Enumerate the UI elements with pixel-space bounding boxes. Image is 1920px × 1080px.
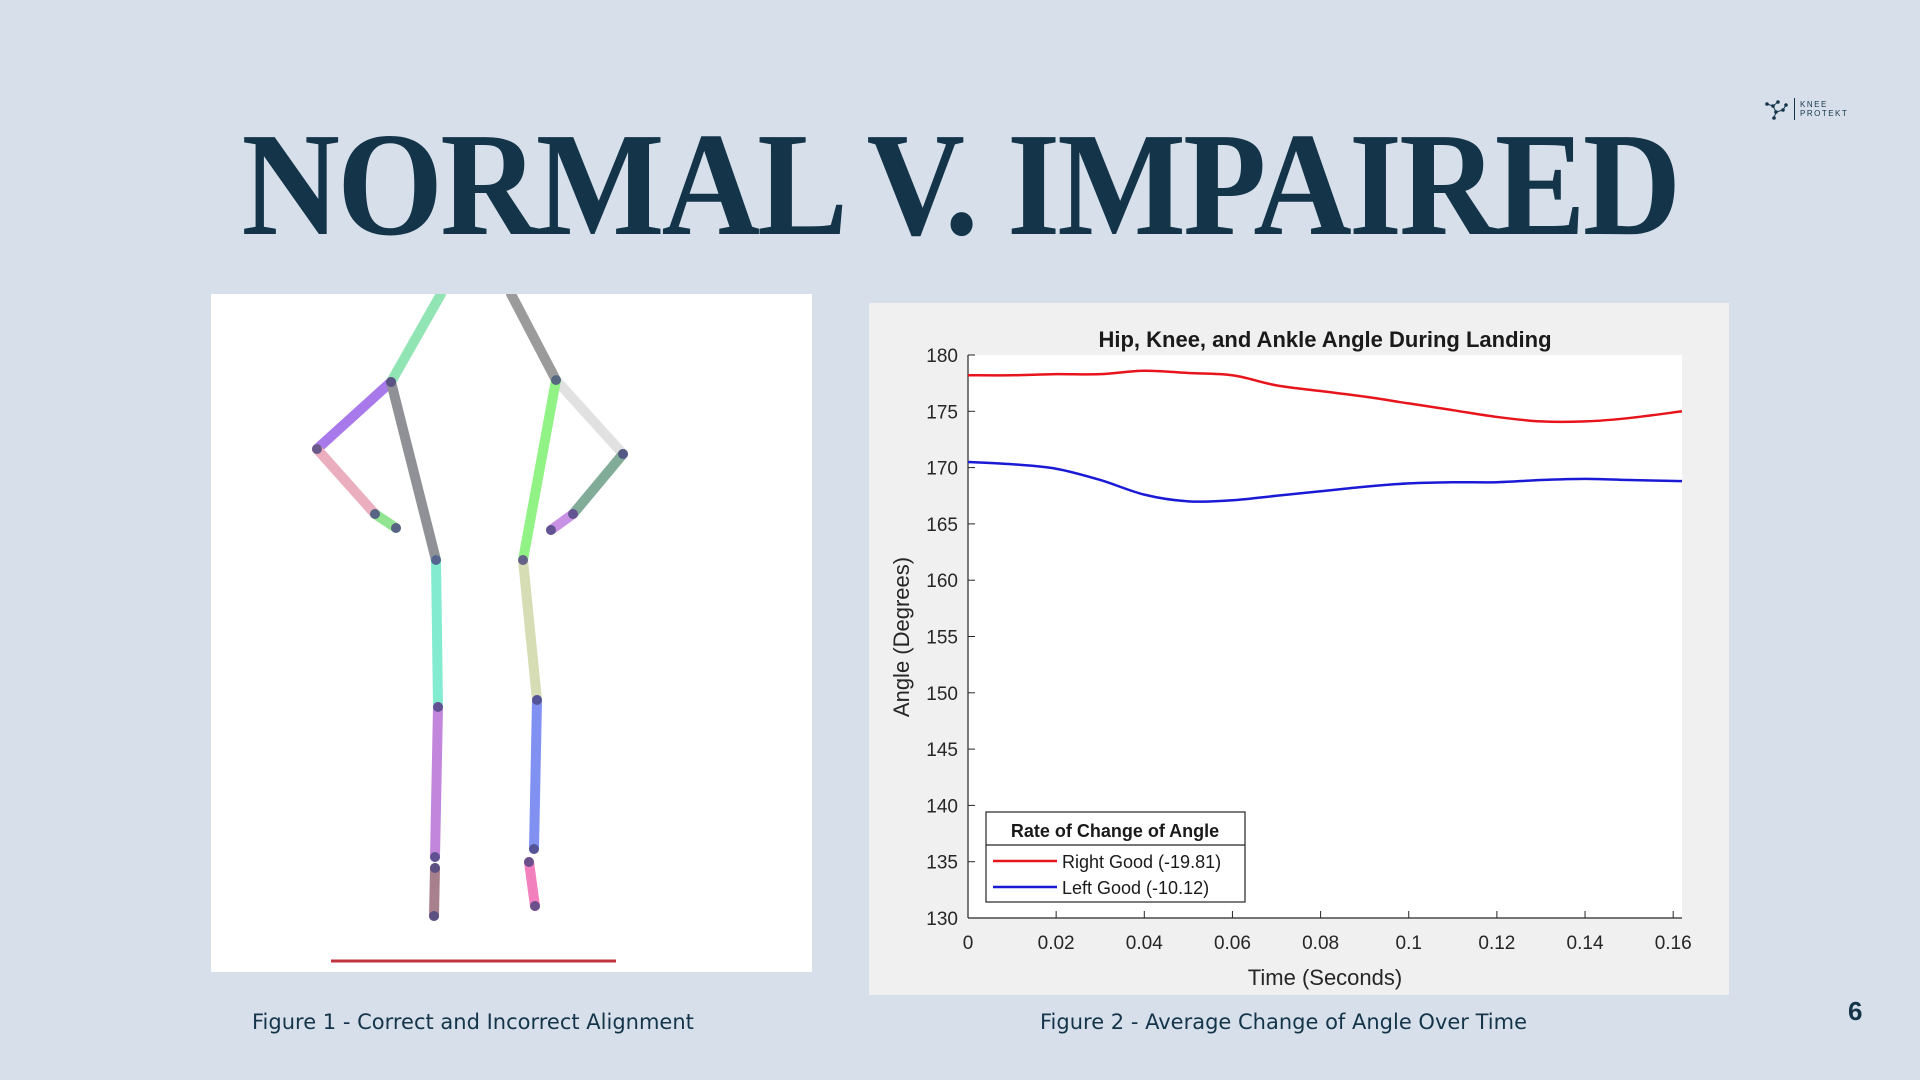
y-tick-label: 160: [926, 571, 958, 592]
left-upper-arm: [312, 377, 396, 454]
series-line-right-good: [967, 369, 1683, 424]
y-tick-label: 170: [926, 459, 958, 480]
right-foot: [524, 857, 540, 911]
legend-title: Rate of Change of Angle: [1011, 821, 1219, 841]
logo-divider: [1794, 98, 1795, 120]
right-upper-arm: [551, 375, 628, 459]
y-tick-label: 135: [926, 853, 958, 874]
x-tick-label: 0.06: [1214, 933, 1251, 954]
x-tick-label: 0.02: [1038, 933, 1075, 954]
left-thigh: [431, 555, 443, 712]
angle-chart: Hip, Knee, and Ankle Angle During Landin…: [889, 327, 1692, 990]
y-tick-label: 155: [926, 628, 958, 649]
left-upper-torso: [386, 289, 446, 387]
right-shin: [529, 695, 542, 854]
left-foot: [429, 863, 440, 921]
brand-logo: KNEE PROTEKT: [1764, 96, 1864, 122]
constellation-logo-icon: [1765, 100, 1788, 120]
x-tick-label: 0.1: [1396, 933, 1422, 954]
right-thigh: [518, 555, 542, 705]
x-tick-label: 0.12: [1478, 933, 1515, 954]
slide-title: NORMAL V. IMPAIRED: [241, 103, 1682, 267]
chart-title: Hip, Knee, and Ankle Angle During Landin…: [1098, 327, 1551, 352]
right-flank: [518, 375, 561, 565]
left-shin: [430, 702, 443, 862]
series-line-left-good: [967, 460, 1683, 503]
y-tick-label: 175: [926, 402, 958, 423]
figure2-caption: Figure 2 - Average Change of Angle Over …: [1040, 1010, 1527, 1034]
y-tick-label: 140: [926, 796, 958, 817]
x-axis-label: Time (Seconds): [1248, 965, 1402, 990]
logo-word-1: KNEE: [1800, 100, 1828, 109]
legend-label-right: Right Good (-19.81): [1062, 852, 1221, 872]
x-tick-label: 0.04: [1126, 933, 1163, 954]
right-forearm: [568, 449, 628, 519]
y-tick-label: 150: [926, 684, 958, 705]
skeleton-figure: [211, 289, 812, 972]
y-tick-label: 165: [926, 515, 958, 536]
y-tick-label: 145: [926, 740, 958, 761]
left-flank: [386, 377, 441, 565]
x-tick-label: 0.16: [1655, 933, 1692, 954]
y-tick-label: 130: [926, 909, 958, 930]
left-forearm: [312, 444, 380, 519]
x-tick-label: 0.14: [1567, 933, 1604, 954]
logo-wordmark: KNEE PROTEKT: [1800, 100, 1848, 118]
x-tick-label: 0.08: [1302, 933, 1339, 954]
x-tick-label: 0: [963, 933, 974, 954]
legend-label-left: Left Good (-10.12): [1062, 878, 1209, 898]
figure1-caption: Figure 1 - Correct and Incorrect Alignme…: [252, 1010, 694, 1034]
y-axis-label: Angle (Degrees): [889, 557, 914, 717]
angle-chart-panel: Hip, Knee, and Ankle Angle During Landin…: [869, 303, 1729, 995]
right-upper-torso: [506, 289, 561, 385]
page-number: 6: [1848, 996, 1863, 1026]
y-tick-label: 180: [926, 346, 958, 367]
logo-word-2: PROTEKT: [1800, 109, 1849, 118]
skeleton-drawing: [312, 289, 628, 963]
chart-legend: Rate of Change of Angle Right Good (-19.…: [985, 811, 1246, 903]
